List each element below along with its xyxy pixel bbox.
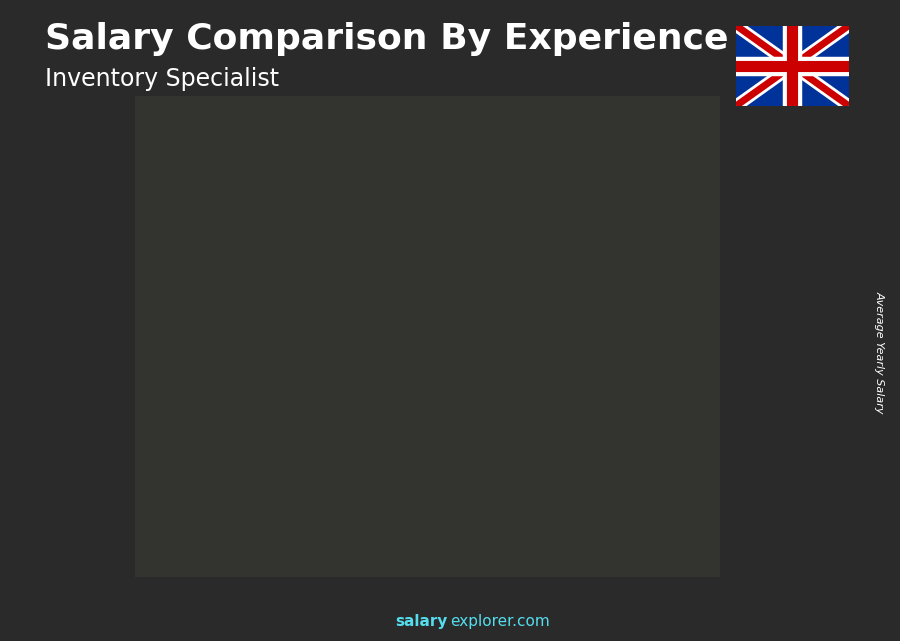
Polygon shape (507, 249, 516, 577)
Text: 40,000 GBP: 40,000 GBP (266, 382, 340, 395)
Polygon shape (329, 324, 388, 577)
Polygon shape (684, 212, 743, 577)
Text: Inventory Specialist: Inventory Specialist (45, 67, 279, 91)
Polygon shape (93, 429, 161, 449)
Text: +48%: +48% (261, 219, 320, 237)
Text: Salary Comparison By Experience: Salary Comparison By Experience (45, 22, 728, 56)
Polygon shape (566, 240, 625, 577)
Polygon shape (625, 221, 634, 577)
Polygon shape (93, 449, 151, 577)
Polygon shape (270, 387, 279, 577)
Bar (135, 96, 720, 577)
Text: +9%: +9% (504, 161, 550, 179)
Text: 72,100 GBP: 72,100 GBP (503, 244, 577, 258)
Text: 59,100 GBP: 59,100 GBP (323, 300, 397, 313)
Text: Average Yearly Salary: Average Yearly Salary (875, 291, 885, 414)
Polygon shape (447, 268, 507, 577)
Polygon shape (447, 249, 516, 268)
Text: 85,100 GBP: 85,100 GBP (740, 188, 814, 202)
Polygon shape (566, 221, 634, 240)
Text: 78,600 GBP: 78,600 GBP (560, 217, 634, 229)
Text: 30,000 GBP: 30,000 GBP (86, 425, 160, 438)
Polygon shape (329, 305, 398, 324)
Polygon shape (211, 406, 270, 577)
Polygon shape (151, 429, 161, 577)
Text: explorer.com: explorer.com (450, 615, 550, 629)
Text: +34%: +34% (142, 317, 201, 335)
Polygon shape (211, 387, 279, 406)
Text: +8%: +8% (622, 141, 668, 160)
Polygon shape (388, 305, 398, 577)
Text: +22%: +22% (379, 180, 437, 198)
Polygon shape (684, 194, 752, 212)
Text: salary: salary (395, 615, 447, 629)
Polygon shape (743, 194, 752, 577)
